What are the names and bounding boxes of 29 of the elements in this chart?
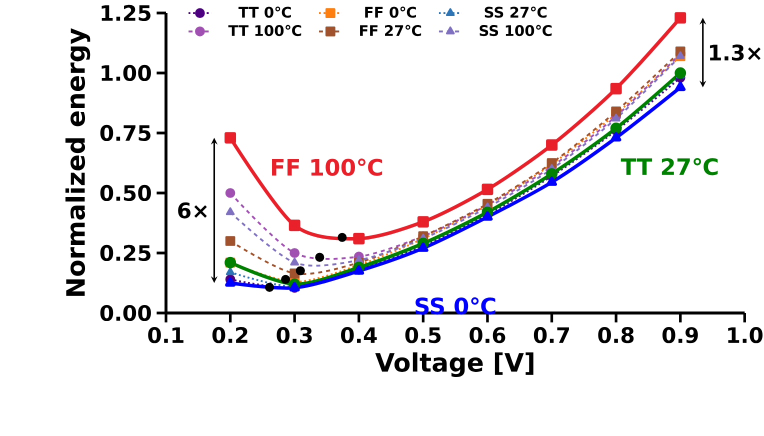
y-axis-title: Normalized energy <box>65 28 90 296</box>
legend-label: SS 27℃ <box>484 6 547 18</box>
y-tick-label: 0.50 <box>100 184 151 202</box>
x-tick-label: 0.8 <box>598 327 634 344</box>
series-label: TT 27℃ <box>620 158 718 176</box>
series-label: SS 0℃ <box>416 297 496 315</box>
legend-label: TT 100℃ <box>228 24 302 36</box>
y-tick-label: 1.00 <box>102 64 151 82</box>
legend-label: TT 0℃ <box>238 6 291 18</box>
x-tick-label: 0.7 <box>534 327 569 344</box>
legend-label: FF 0℃ <box>365 6 416 18</box>
legend-label: SS 100℃ <box>480 24 552 36</box>
series-label: FF 100℃ <box>272 158 382 176</box>
legend-label: FF 27℃ <box>360 24 422 36</box>
y-tick-label: 0.75 <box>100 124 150 142</box>
x-tick-label: 0.1 <box>148 327 184 344</box>
y-tick-label: 1.25 <box>102 4 150 22</box>
x-tick-label: 0.6 <box>470 327 506 344</box>
x-tick-label: 1.0 <box>728 327 763 344</box>
y-tick-label: 0.00 <box>100 304 151 322</box>
x-tick-label: 0.2 <box>212 327 248 344</box>
x-tick-label: 0.5 <box>405 327 441 344</box>
annotation: 1.3× <box>710 44 761 61</box>
annotation: 6× <box>178 202 207 218</box>
x-axis-title: Voltage [V] <box>375 352 534 378</box>
x-tick-label: 0.4 <box>341 327 377 344</box>
x-tick-label: 0.3 <box>276 327 312 344</box>
x-tick-label: 0.9 <box>662 327 698 344</box>
y-tick-label: 0.25 <box>100 244 150 262</box>
